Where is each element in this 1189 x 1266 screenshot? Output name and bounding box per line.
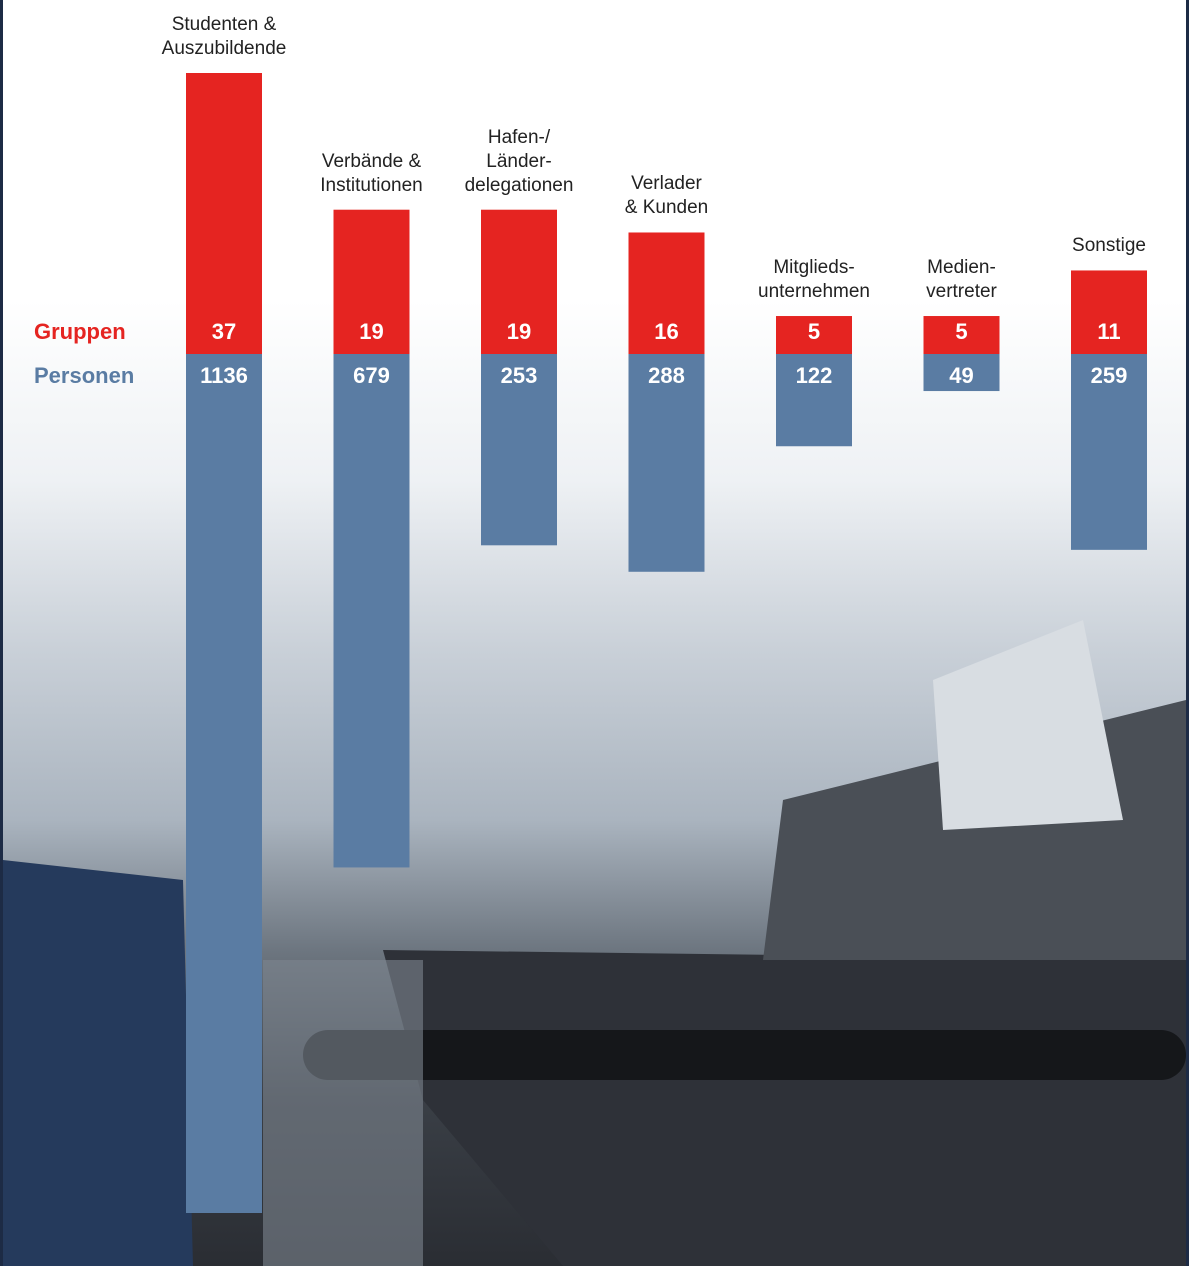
ship-hull bbox=[383, 950, 1186, 1266]
value-label: 288 bbox=[648, 363, 685, 388]
value-label: 259 bbox=[1091, 363, 1128, 388]
left-boat bbox=[3, 860, 193, 1266]
category-label: Studenten & Auszubildende bbox=[134, 13, 314, 61]
bar-personen bbox=[334, 354, 410, 867]
category-label: Medien- vertreter bbox=[872, 256, 1052, 304]
infographic: 37 1136 19 679 19 253 16 288 5 122 5 49 11 259 Gruppen… bbox=[0, 0, 1189, 1266]
value-label: 37 bbox=[212, 319, 236, 344]
value-label: 11 bbox=[1097, 319, 1120, 344]
category-label: Verlader & Kunden bbox=[577, 172, 757, 220]
value-label: 1136 bbox=[200, 363, 248, 388]
legend-label: Personen bbox=[34, 363, 134, 388]
value-label: 679 bbox=[353, 363, 390, 388]
value-label: 49 bbox=[949, 363, 973, 388]
bar-personen bbox=[186, 354, 262, 1213]
value-label: 19 bbox=[507, 319, 531, 344]
water bbox=[263, 960, 423, 1266]
value-label: 5 bbox=[808, 319, 820, 344]
value-label: 5 bbox=[955, 319, 967, 344]
value-label: 19 bbox=[359, 319, 383, 344]
value-label: 122 bbox=[796, 363, 833, 388]
ship-bridge bbox=[933, 620, 1123, 830]
bar-gruppen bbox=[186, 73, 262, 354]
value-label: 253 bbox=[501, 363, 538, 388]
background-scene bbox=[3, 620, 1186, 1266]
legend-label: Gruppen bbox=[34, 319, 126, 344]
value-label: 16 bbox=[654, 319, 678, 344]
category-label: Sonstige bbox=[1019, 234, 1189, 258]
fender bbox=[303, 1030, 1186, 1080]
